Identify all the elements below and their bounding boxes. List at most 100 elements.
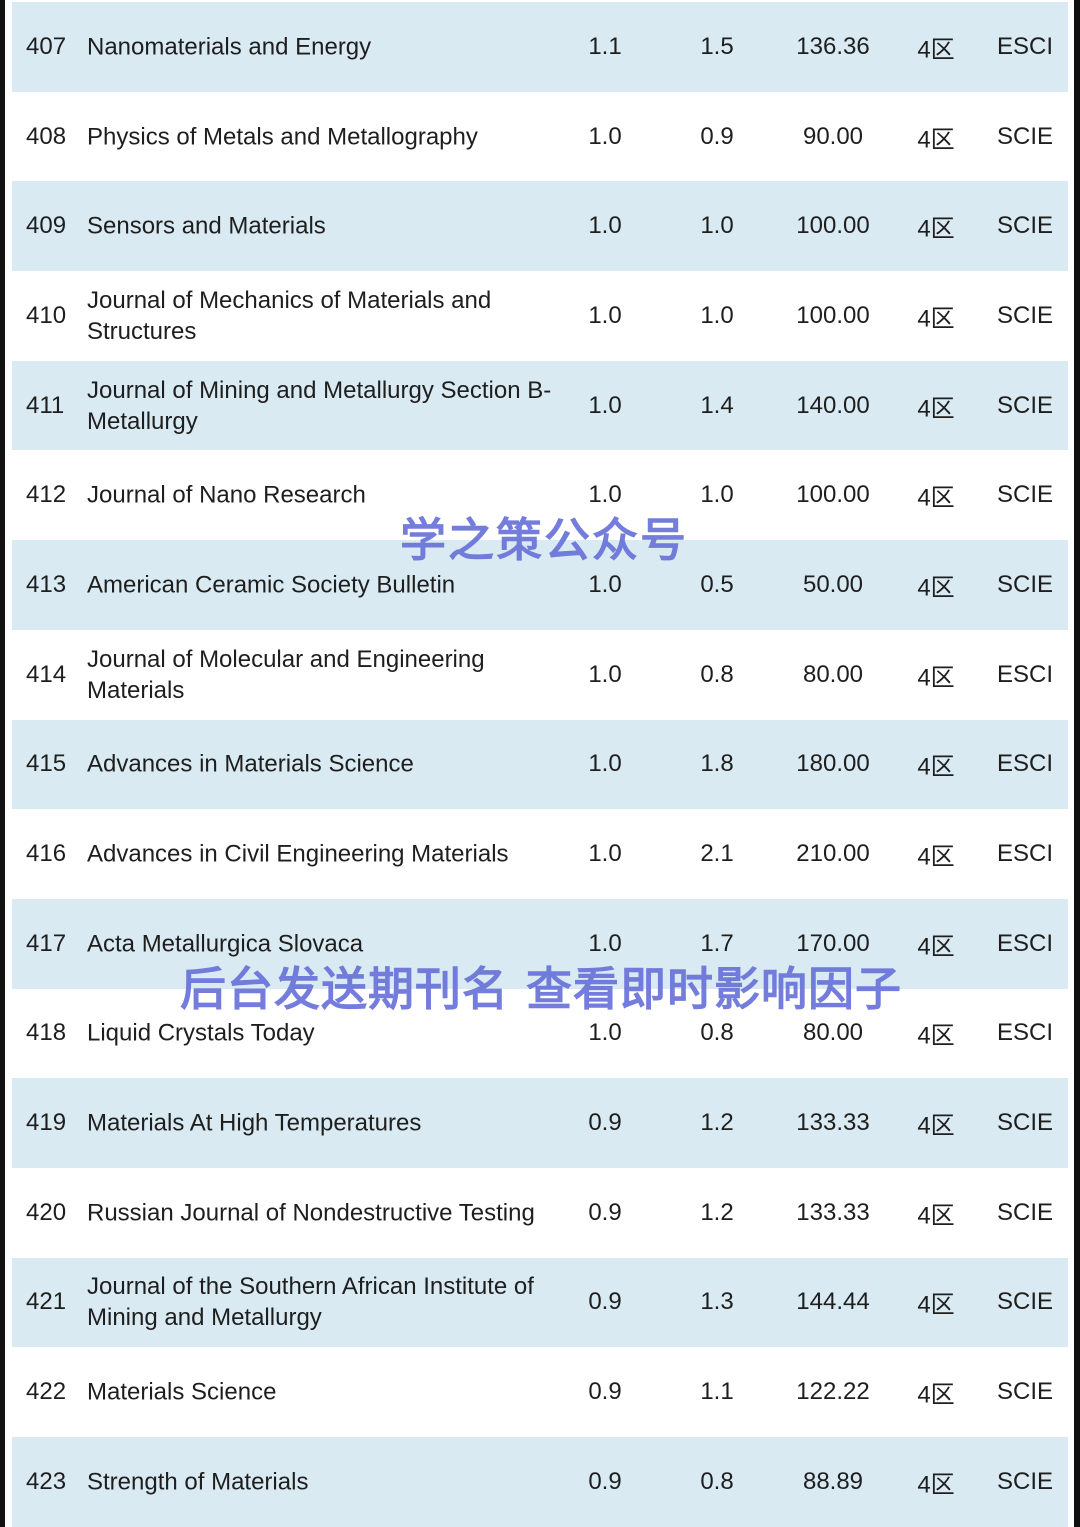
metric-3: 140.00 [796,391,870,419]
zone: 4区 [917,126,955,154]
zone: 4区 [917,664,955,692]
journal-rank: 421 [26,1288,67,1316]
index-type: SCIE [996,1288,1054,1316]
table-row: 414 Journal of Molecular and Engineering … [12,630,1068,720]
zone: 4区 [917,933,955,961]
watermark-account: 学之策公众号 [400,513,688,567]
metric-1: 1.0 [588,660,622,688]
table-row: 415 Advances in Materials Science 1.0 1.8 18… [12,719,1068,810]
metric-3: 133.33 [796,1198,870,1226]
metric-3: 122.22 [796,1378,870,1406]
metric-2: 0.5 [700,570,734,598]
index-type: SCIE [996,301,1054,329]
table-row: 407 Nanomaterials and Energy 1.1 1.5 136.36 4… [12,2,1068,92]
journal-rank: 423 [26,1467,67,1495]
metric-2: 1.3 [700,1288,734,1316]
metric-3: 90.00 [802,122,864,150]
metric-2: 0.8 [700,660,734,688]
journal-title: Russian Journal of Nondestructive Testin… [87,1199,535,1227]
table-row: 420 Russian Journal of Nondestructive Tes… [12,1168,1068,1258]
journal-rank: 414 [26,660,67,688]
zone: 4区 [917,36,955,64]
metric-2: 1.0 [700,301,734,329]
journal-title: Journal of Nano Research [87,481,366,509]
journal-title: Advances in Civil Engineering Materials [87,840,509,868]
metric-2: 1.1 [700,1378,734,1406]
zone: 4区 [917,484,955,512]
metric-2: 0.8 [700,1467,734,1495]
journal-rank: 407 [26,32,67,60]
journal-rank: 408 [26,122,67,150]
zone: 4区 [917,1471,955,1499]
journal-title: Journal of the Southern African Institut… [87,1273,534,1332]
metric-3: 210.00 [796,840,870,868]
index-type: ESCI [996,750,1054,778]
index-type: ESCI [996,929,1054,957]
journal-title: Liquid Crystals Today [87,1019,315,1047]
table-row: 422 Materials Science 0.9 1.1 122.22 4区 SCIE [12,1347,1068,1437]
table-row: 418 Liquid Crystals Today 1.0 0.8 80.00 4区 ESC… [12,989,1068,1079]
metric-3: 144.44 [796,1288,870,1316]
metric-1: 0.9 [588,1288,622,1316]
metric-2: 0.8 [700,1019,734,1047]
table-row: 410 Journal of Mechanics of Materials and… [12,271,1068,361]
journal-title: American Ceramic Society Bulletin [87,571,456,599]
metric-1: 1.0 [588,1019,622,1047]
index-type: ESCI [996,1019,1054,1047]
metric-2: 1.2 [700,1109,734,1137]
table-row: 417 Acta Metallurgica Slovaca 1.0 1.7 170.00… [12,898,1068,989]
metric-3: 136.36 [796,32,870,60]
journal-rank: 417 [26,929,67,957]
metric-2: 0.9 [700,122,734,150]
journal-rank: 409 [26,212,67,240]
zone: 4区 [917,1291,955,1319]
zone: 4区 [917,1381,955,1409]
table-row: 423 Strength of Materials 0.9 0.8 88.89 4区 SCI… [12,1437,1068,1527]
journal-rank: 412 [26,481,67,509]
index-type: SCIE [996,481,1054,509]
metric-1: 1.0 [588,750,622,778]
journal-title: Materials At High Temperatures [87,1109,422,1137]
metric-3: 180.00 [796,750,870,778]
metric-3: 100.00 [796,212,870,240]
journal-title: Journal of Mechanics of Materials and St… [87,286,492,345]
zone: 4区 [917,574,955,602]
journal-title: Strength of Materials [87,1468,309,1496]
table-row: 413 American Ceramic Society Bulletin 1.0 0… [12,540,1068,630]
zone: 4区 [917,395,955,423]
index-type: SCIE [996,212,1054,240]
metric-2: 1.5 [700,32,734,60]
right-border [1074,0,1080,1527]
journal-rank: 419 [26,1109,67,1137]
index-type: ESCI [996,840,1054,868]
journal-title: Acta Metallurgica Slovaca [87,930,364,958]
journal-rank: 415 [26,750,67,778]
journal-rank: 411 [26,391,65,419]
journal-title: Journal of Mining and Metallurgy Section… [87,376,552,435]
zone: 4区 [917,215,955,243]
journal-title: Materials Science [87,1378,277,1406]
metric-3: 88.89 [802,1467,864,1495]
table-row: 408 Physics of Metals and Metallography 1.… [12,92,1068,182]
zone: 4区 [917,753,955,781]
metric-1: 1.0 [588,929,622,957]
journal-rank: 418 [26,1019,67,1047]
metric-1: 0.9 [588,1109,622,1137]
metric-3: 170.00 [796,929,870,957]
table-row: 421 Journal of the Southern African Insti… [12,1257,1068,1348]
index-type: SCIE [996,1109,1054,1137]
zone: 4区 [917,1202,955,1230]
index-type: SCIE [996,1467,1054,1495]
metric-3: 133.33 [796,1109,870,1137]
metric-2: 1.4 [700,391,734,419]
journal-rank: 422 [26,1378,67,1406]
table-row: 419 Materials At High Temperatures 0.9 1.2 1… [12,1078,1068,1168]
journal-rank: 416 [26,840,67,868]
watermark-prompt: 后台发送期刊名 查看即时影响因子 [180,962,903,1016]
metric-1: 1.0 [588,570,622,598]
journal-title: Physics of Metals and Metallography [87,123,478,151]
journal-rank: 413 [26,570,67,598]
index-type: ESCI [996,32,1054,60]
journal-title: Journal of Molecular and Engineering Mat… [87,645,485,704]
metric-1: 1.0 [588,481,622,509]
